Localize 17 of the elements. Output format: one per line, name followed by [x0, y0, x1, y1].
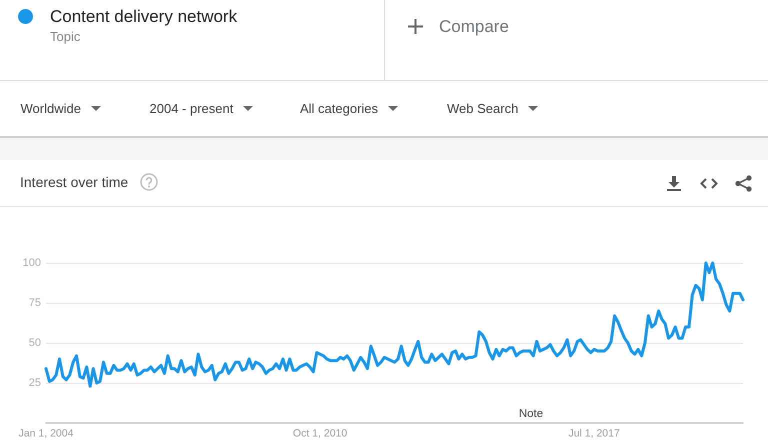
x-tick-label: Oct 1, 2010: [292, 428, 348, 440]
y-tick-label: 75: [28, 297, 41, 309]
text: Web Search: [447, 100, 518, 116]
y-tick-label: 50: [28, 337, 41, 349]
text: Worldwide: [20, 100, 81, 116]
text: 2004 - present: [150, 100, 234, 116]
x-tick-label: Jul 1, 2017: [568, 428, 620, 440]
legend-label: Content delivery network: [50, 7, 238, 26]
y-tick-label: 100: [22, 257, 41, 269]
y-tick-label: 25: [28, 377, 41, 389]
line-series: [44, 262, 744, 388]
annotation: Note: [518, 408, 544, 420]
text: Compare: [439, 16, 509, 36]
chart-title: Interest over time: [20, 174, 128, 190]
text: All categories: [300, 100, 378, 116]
x-tick-label: Jan 1, 2004: [18, 428, 74, 440]
text: Topic: [50, 29, 80, 44]
